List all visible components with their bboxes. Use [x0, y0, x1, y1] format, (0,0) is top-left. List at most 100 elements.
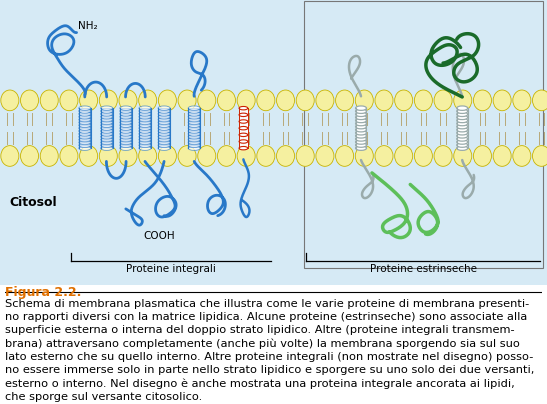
Ellipse shape	[101, 109, 113, 113]
Ellipse shape	[79, 114, 91, 119]
Ellipse shape	[277, 145, 295, 166]
Ellipse shape	[1, 90, 19, 111]
Ellipse shape	[457, 137, 468, 141]
Bar	[239, 108, 248, 148]
Ellipse shape	[457, 115, 468, 120]
Ellipse shape	[60, 145, 78, 166]
Ellipse shape	[100, 90, 117, 111]
Ellipse shape	[434, 145, 452, 166]
Bar	[101, 108, 113, 148]
Ellipse shape	[316, 145, 334, 166]
Ellipse shape	[79, 123, 91, 128]
Ellipse shape	[188, 146, 200, 150]
Ellipse shape	[60, 90, 78, 111]
Ellipse shape	[218, 90, 236, 111]
Ellipse shape	[158, 118, 170, 122]
Ellipse shape	[101, 137, 113, 142]
Ellipse shape	[257, 90, 275, 111]
Ellipse shape	[457, 106, 468, 110]
Ellipse shape	[21, 145, 38, 166]
Ellipse shape	[415, 90, 433, 111]
Ellipse shape	[120, 126, 132, 130]
Ellipse shape	[356, 128, 366, 132]
Text: Schema di membrana plasmatica che illustra come le varie proteine di membrana pr: Schema di membrana plasmatica che illust…	[5, 299, 535, 402]
Ellipse shape	[434, 90, 452, 111]
Ellipse shape	[120, 146, 132, 150]
Ellipse shape	[178, 90, 196, 111]
Ellipse shape	[139, 106, 151, 110]
Ellipse shape	[395, 145, 413, 166]
Bar	[79, 108, 91, 148]
Text: COOH: COOH	[143, 231, 175, 240]
Ellipse shape	[473, 145, 492, 166]
Text: Citosol: Citosol	[10, 196, 57, 208]
Ellipse shape	[457, 130, 468, 135]
Ellipse shape	[356, 137, 366, 141]
Ellipse shape	[158, 120, 170, 125]
Ellipse shape	[158, 143, 170, 147]
Ellipse shape	[356, 121, 366, 126]
Ellipse shape	[356, 130, 366, 135]
Ellipse shape	[139, 132, 151, 136]
Ellipse shape	[79, 146, 91, 150]
Ellipse shape	[257, 145, 275, 166]
Ellipse shape	[101, 123, 113, 128]
Ellipse shape	[139, 112, 151, 116]
Ellipse shape	[79, 132, 91, 136]
Ellipse shape	[336, 145, 354, 166]
Bar	[304, 1, 543, 268]
Text: NH₂: NH₂	[78, 21, 97, 31]
Ellipse shape	[120, 140, 132, 145]
Ellipse shape	[277, 90, 295, 111]
Ellipse shape	[40, 145, 59, 166]
Ellipse shape	[188, 137, 200, 142]
Ellipse shape	[188, 106, 200, 110]
Ellipse shape	[473, 90, 492, 111]
Ellipse shape	[457, 134, 468, 138]
Ellipse shape	[101, 112, 113, 116]
Ellipse shape	[120, 114, 132, 119]
Ellipse shape	[454, 90, 472, 111]
Ellipse shape	[79, 135, 91, 139]
Ellipse shape	[139, 109, 151, 113]
Ellipse shape	[513, 90, 531, 111]
Ellipse shape	[356, 124, 366, 129]
Ellipse shape	[79, 118, 91, 122]
Bar	[158, 108, 170, 148]
Ellipse shape	[120, 129, 132, 133]
Ellipse shape	[158, 114, 170, 119]
Ellipse shape	[120, 143, 132, 147]
Ellipse shape	[139, 120, 151, 125]
Ellipse shape	[40, 90, 59, 111]
Ellipse shape	[79, 109, 91, 113]
Ellipse shape	[457, 109, 468, 114]
Ellipse shape	[239, 140, 248, 143]
Ellipse shape	[239, 133, 248, 137]
Ellipse shape	[80, 90, 97, 111]
Ellipse shape	[457, 128, 468, 132]
Ellipse shape	[139, 129, 151, 133]
Ellipse shape	[415, 145, 433, 166]
Ellipse shape	[188, 140, 200, 145]
Ellipse shape	[158, 132, 170, 136]
Ellipse shape	[120, 112, 132, 116]
Ellipse shape	[457, 140, 468, 144]
Ellipse shape	[198, 90, 216, 111]
Ellipse shape	[101, 120, 113, 125]
Ellipse shape	[395, 90, 413, 111]
Ellipse shape	[454, 145, 472, 166]
Ellipse shape	[79, 120, 91, 125]
Ellipse shape	[101, 132, 113, 136]
Ellipse shape	[188, 143, 200, 147]
Ellipse shape	[188, 126, 200, 130]
Ellipse shape	[239, 126, 248, 130]
Ellipse shape	[158, 137, 170, 142]
Ellipse shape	[139, 137, 151, 142]
Ellipse shape	[356, 143, 366, 147]
Ellipse shape	[79, 143, 91, 147]
Ellipse shape	[239, 147, 248, 150]
Ellipse shape	[120, 106, 132, 110]
Ellipse shape	[79, 106, 91, 110]
Ellipse shape	[296, 145, 314, 166]
Ellipse shape	[158, 112, 170, 116]
